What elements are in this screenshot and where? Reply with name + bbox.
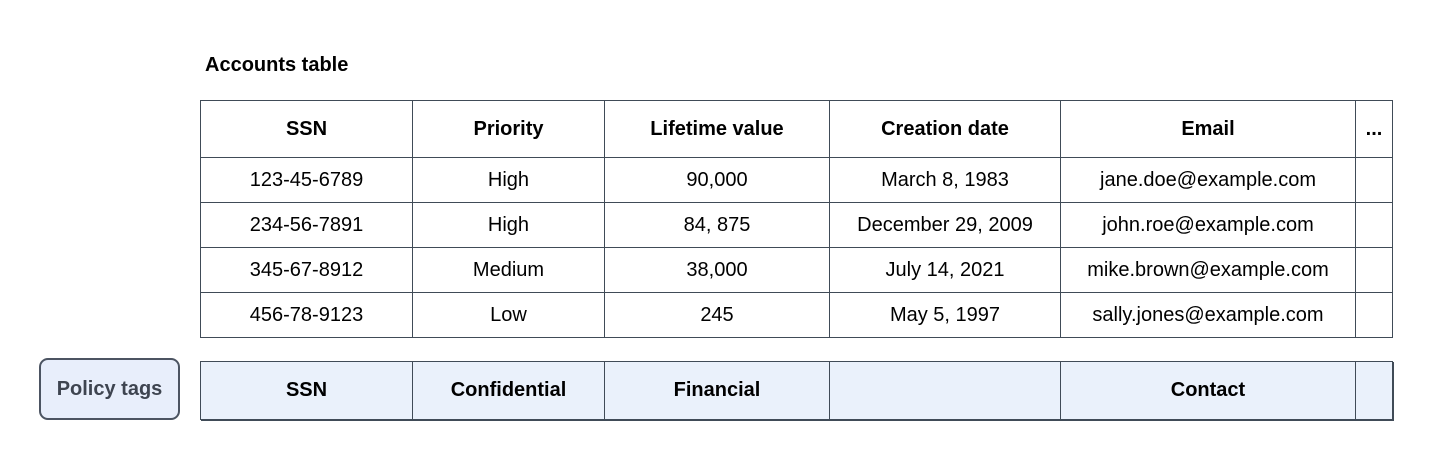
table-row: 123-45-6789 High 90,000 March 8, 1983 ja… [200, 157, 1393, 203]
policy-tag-row: SSN Confidential Financial Contact [200, 361, 1393, 420]
cell-creation-date: March 8, 1983 [829, 157, 1061, 203]
cell-ssn: 345-67-8912 [200, 247, 413, 293]
accounts-table: SSN Priority Lifetime value Creation dat… [200, 100, 1393, 338]
cell-priority: Low [412, 292, 605, 338]
column-header-priority: Priority [412, 100, 605, 158]
cell-ssn: 456-78-9123 [200, 292, 413, 338]
policy-tag-empty [829, 361, 1061, 420]
cell-priority: High [412, 202, 605, 248]
cell-lifetime-value: 38,000 [604, 247, 830, 293]
more-columns-header: ... [1355, 100, 1393, 158]
table-row: 456-78-9123 Low 245 May 5, 1997 sally.jo… [200, 292, 1393, 338]
cell-more [1355, 157, 1393, 203]
policy-tag-contact: Contact [1060, 361, 1356, 420]
cell-more [1355, 247, 1393, 293]
cell-email: mike.brown@example.com [1060, 247, 1356, 293]
column-header-lifetime-value: Lifetime value [604, 100, 830, 158]
policy-tag-confidential: Confidential [412, 361, 605, 420]
cell-lifetime-value: 245 [604, 292, 830, 338]
cell-email: jane.doe@example.com [1060, 157, 1356, 203]
cell-ssn: 234-56-7891 [200, 202, 413, 248]
policy-tag-financial: Financial [604, 361, 830, 420]
cell-creation-date: December 29, 2009 [829, 202, 1061, 248]
policy-tags-row: SSN Confidential Financial Contact [200, 361, 1393, 420]
column-header-ssn: SSN [200, 100, 413, 158]
policy-tag-empty [1355, 361, 1393, 420]
cell-more [1355, 292, 1393, 338]
table-title: Accounts table [205, 54, 349, 76]
cell-ssn: 123-45-6789 [200, 157, 413, 203]
cell-priority: Medium [412, 247, 605, 293]
cell-more [1355, 202, 1393, 248]
policy-tag-ssn: SSN [200, 361, 413, 420]
column-header-email: Email [1060, 100, 1356, 158]
cell-creation-date: July 14, 2021 [829, 247, 1061, 293]
column-header-creation-date: Creation date [829, 100, 1061, 158]
cell-creation-date: May 5, 1997 [829, 292, 1061, 338]
cell-lifetime-value: 84, 875 [604, 202, 830, 248]
cell-priority: High [412, 157, 605, 203]
table-row: 234-56-7891 High 84, 875 December 29, 20… [200, 202, 1393, 248]
cell-lifetime-value: 90,000 [604, 157, 830, 203]
header-row: SSN Priority Lifetime value Creation dat… [200, 100, 1393, 158]
table-row: 345-67-8912 Medium 38,000 July 14, 2021 … [200, 247, 1393, 293]
cell-email: sally.jones@example.com [1060, 292, 1356, 338]
policy-tags-button[interactable]: Policy tags [39, 358, 180, 420]
cell-email: john.roe@example.com [1060, 202, 1356, 248]
